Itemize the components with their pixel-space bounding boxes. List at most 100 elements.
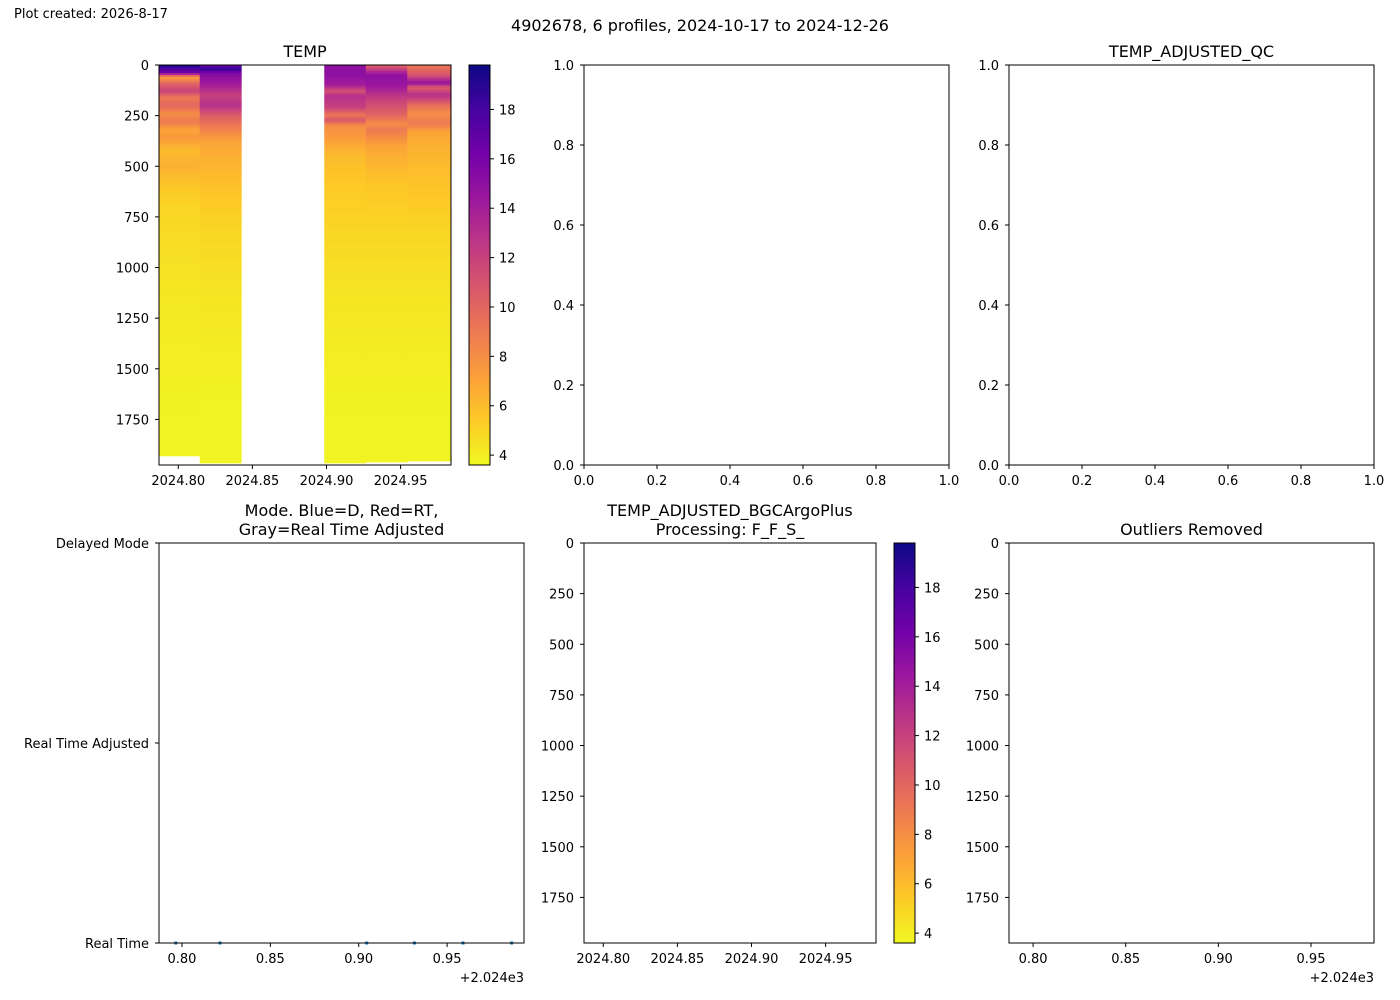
heatmap-cell	[365, 301, 408, 305]
heatmap-cell	[324, 243, 367, 246]
heatmap-cell	[365, 297, 408, 301]
heatmap-cell	[324, 190, 367, 193]
x-tick-label: 2024.80	[576, 952, 630, 967]
x-tick-label: 2024.80	[151, 474, 205, 489]
heatmap-cell	[365, 133, 408, 137]
heatmap-cell	[159, 229, 201, 232]
heatmap-cell	[407, 101, 452, 104]
heatmap-cell	[407, 125, 452, 129]
heatmap-cell	[365, 366, 408, 370]
heatmap-cell	[324, 439, 367, 443]
heatmap-cell	[199, 374, 242, 378]
heatmap-cell	[199, 354, 242, 358]
heatmap-cell	[199, 101, 242, 104]
heatmap-cell	[365, 443, 408, 447]
y-tick-label: 0.0	[978, 459, 999, 474]
heatmap-cell	[324, 299, 367, 303]
heatmap-cell	[159, 316, 201, 319]
heatmap-cell	[407, 158, 452, 161]
heatmap-cell	[365, 279, 408, 283]
heatmap-cell	[324, 150, 367, 153]
heatmap-cell	[199, 393, 242, 396]
heatmap-cell	[324, 135, 367, 139]
heatmap-cell	[365, 324, 408, 327]
heatmap-cell	[159, 425, 201, 428]
heatmap-cell	[365, 453, 408, 457]
heatmap-cell	[365, 330, 408, 333]
heatmap-cell	[199, 306, 242, 309]
axes-frame	[583, 64, 950, 466]
heatmap-cell	[365, 334, 408, 337]
heatmap-cell	[199, 166, 242, 169]
heatmap-cell	[324, 105, 367, 108]
heatmap-cell	[159, 447, 201, 451]
heatmap-cell	[365, 107, 408, 110]
heatmap-cell	[199, 235, 242, 238]
heatmap-cell	[365, 83, 408, 86]
heatmap-cell	[324, 336, 367, 339]
heatmap-cell	[365, 91, 408, 94]
heatmap-cell	[407, 257, 452, 260]
heatmap-cell	[199, 218, 242, 222]
heatmap-cell	[407, 204, 452, 208]
heatmap-cell	[365, 417, 408, 420]
heatmap-cell	[199, 162, 242, 165]
heatmap-cell	[199, 439, 242, 443]
heatmap-cell	[407, 419, 452, 422]
heatmap-cell	[324, 233, 367, 236]
heatmap-cell	[159, 391, 201, 394]
heatmap-cell	[159, 328, 201, 331]
panel-title-line: Mode. Blue=D, Red=RT,	[245, 501, 439, 520]
heatmap-cell	[199, 358, 242, 362]
heatmap-cell	[407, 336, 452, 339]
heatmap-cell	[407, 431, 452, 435]
heatmap-cell	[199, 417, 242, 420]
heatmap-cell	[365, 314, 408, 317]
heatmap-cell	[407, 150, 452, 153]
heatmap-cell	[407, 137, 452, 141]
x-tick-label: 0.6	[793, 474, 814, 489]
heatmap-cell	[407, 148, 452, 151]
heatmap-cell	[365, 141, 408, 145]
heatmap-cell	[324, 399, 367, 402]
heatmap-cell	[407, 445, 452, 449]
heatmap-cell	[407, 441, 452, 445]
heatmap-cell	[324, 198, 367, 202]
heatmap-cell	[324, 348, 367, 351]
axes-frame	[1008, 542, 1375, 944]
heatmap-cell	[324, 409, 367, 412]
y-tick-label: 250	[124, 110, 149, 125]
heatmap-cell	[407, 435, 452, 439]
heatmap-cell	[199, 150, 242, 153]
heatmap-cell	[407, 233, 452, 236]
heatmap-cell	[365, 200, 408, 204]
heatmap-cell	[199, 425, 242, 428]
heatmap-cell	[159, 382, 201, 386]
heatmap-cell	[199, 133, 242, 137]
heatmap-cell	[407, 332, 452, 335]
heatmap-cell	[407, 453, 452, 457]
heatmap-cell	[159, 222, 201, 226]
heatmap-cell	[407, 91, 452, 94]
heatmap-cell	[407, 326, 452, 329]
heatmap-cell	[159, 405, 201, 408]
heatmap-cell	[407, 220, 452, 224]
heatmap-cell	[407, 87, 452, 90]
heatmap-cell	[324, 186, 367, 189]
y-tick-label: 1.0	[978, 59, 999, 74]
heatmap-cell	[159, 301, 201, 305]
heatmap-cell	[199, 247, 242, 250]
heatmap-cell	[199, 431, 242, 435]
colorbar	[893, 542, 916, 944]
heatmap-cell	[365, 190, 408, 193]
heatmap-cell	[407, 210, 452, 214]
heatmap-cell	[159, 362, 201, 366]
heatmap-cell	[365, 401, 408, 404]
heatmap-cell	[324, 137, 367, 141]
heatmap-cell	[199, 216, 242, 220]
heatmap-cell	[407, 423, 452, 426]
heatmap-cell	[159, 259, 201, 262]
heatmap-cell	[407, 350, 452, 353]
heatmap-cell	[159, 247, 201, 250]
heatmap-cell	[365, 65, 408, 68]
